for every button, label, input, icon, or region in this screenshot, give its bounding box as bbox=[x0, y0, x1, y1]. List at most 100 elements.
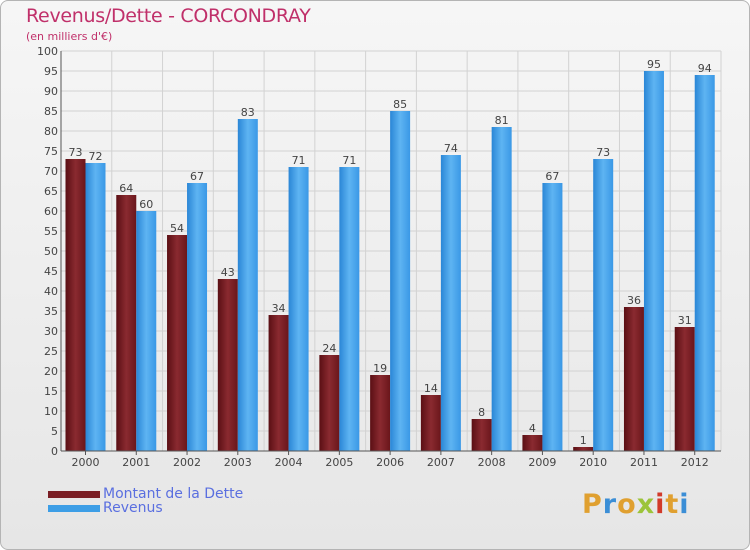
bar-debt-2000 bbox=[65, 159, 86, 451]
bar-revenue-2008 bbox=[491, 127, 512, 451]
legend-swatch-revenue bbox=[48, 505, 100, 512]
data-label-debt: 54 bbox=[170, 222, 184, 235]
y-tick-label: 20 bbox=[44, 365, 58, 378]
y-tick-label: 15 bbox=[44, 385, 58, 398]
chart-title: Revenus/Dette - CORCONDRAY bbox=[26, 5, 311, 27]
data-label-debt: 1 bbox=[580, 434, 587, 447]
bar-debt-2011 bbox=[623, 307, 644, 451]
x-tick-label: 2001 bbox=[122, 456, 150, 469]
data-label-revenue: 95 bbox=[647, 58, 661, 71]
bar-revenue-2010 bbox=[593, 159, 614, 451]
bar-revenue-2001 bbox=[136, 211, 157, 451]
y-tick-label: 80 bbox=[44, 125, 58, 138]
data-label-revenue: 67 bbox=[190, 170, 204, 183]
x-tick-label: 2000 bbox=[72, 456, 100, 469]
bar-debt-2006 bbox=[370, 375, 391, 451]
legend-swatch-debt bbox=[48, 491, 100, 498]
bar-revenue-2000 bbox=[85, 163, 106, 451]
data-label-revenue: 81 bbox=[495, 114, 509, 127]
logo-letter: o bbox=[617, 489, 637, 520]
y-tick-label: 70 bbox=[44, 165, 58, 178]
x-tick-label: 2006 bbox=[376, 456, 404, 469]
y-tick-label: 10 bbox=[44, 405, 58, 418]
bar-revenue-2003 bbox=[237, 119, 258, 451]
logo-letter: x bbox=[636, 489, 656, 520]
data-label-debt: 8 bbox=[478, 406, 485, 419]
logo-letter: t bbox=[665, 489, 680, 520]
bar-debt-2004 bbox=[268, 315, 289, 451]
data-label-revenue: 71 bbox=[292, 154, 306, 167]
y-tick-label: 40 bbox=[44, 285, 58, 298]
x-tick-label: 2012 bbox=[681, 456, 709, 469]
chart-subtitle: (en milliers d'€) bbox=[26, 30, 113, 43]
bar-debt-2009 bbox=[522, 435, 543, 451]
data-label-revenue: 85 bbox=[393, 98, 407, 111]
y-tick-label: 90 bbox=[44, 85, 58, 98]
data-label-revenue: 74 bbox=[444, 142, 458, 155]
bar-debt-2007 bbox=[420, 395, 441, 451]
y-tick-label: 65 bbox=[44, 185, 58, 198]
y-tick-label: 45 bbox=[44, 265, 58, 278]
logo-letter: i bbox=[679, 489, 690, 520]
x-tick-label: 2008 bbox=[478, 456, 506, 469]
data-label-debt: 73 bbox=[69, 146, 83, 159]
data-label-debt: 4 bbox=[529, 422, 536, 435]
bar-revenue-2005 bbox=[339, 167, 360, 451]
data-label-debt: 14 bbox=[424, 382, 438, 395]
x-tick-label: 2010 bbox=[579, 456, 607, 469]
data-label-revenue: 94 bbox=[698, 62, 712, 75]
bar-revenue-2007 bbox=[440, 155, 461, 451]
bars bbox=[65, 71, 715, 451]
data-label-revenue: 83 bbox=[241, 106, 255, 119]
data-label-debt: 64 bbox=[119, 182, 133, 195]
bar-revenue-2006 bbox=[390, 111, 411, 451]
y-axis-ticks: 0 5 10 15 20 25 30 35 40 45 50 55 60 65 70 75 80 85 90 95 10… bbox=[37, 45, 58, 458]
axes bbox=[60, 51, 721, 452]
legend-label-debt: Montant de la Dette bbox=[103, 486, 244, 502]
y-tick-label: 35 bbox=[44, 305, 58, 318]
legend-item-debt: Montant de la Dette bbox=[48, 486, 244, 502]
data-label-revenue: 71 bbox=[342, 154, 356, 167]
bar-revenue-2002 bbox=[187, 183, 208, 451]
bar-revenue-2012 bbox=[694, 75, 715, 451]
x-tick-label: 2009 bbox=[528, 456, 556, 469]
x-tick-label: 2011 bbox=[630, 456, 658, 469]
bar-revenue-2011 bbox=[643, 71, 664, 451]
x-tick-label: 2003 bbox=[224, 456, 252, 469]
data-label-debt: 19 bbox=[373, 362, 387, 375]
bar-debt-2008 bbox=[471, 419, 492, 451]
legend-item-revenue: Revenus bbox=[48, 500, 163, 516]
data-label-debt: 31 bbox=[678, 314, 692, 327]
x-tick-label: 2004 bbox=[275, 456, 303, 469]
logo-letter: P bbox=[582, 489, 603, 520]
y-tick-label: 50 bbox=[44, 245, 58, 258]
y-tick-label: 55 bbox=[44, 225, 58, 238]
logo-letter: r bbox=[602, 489, 618, 520]
data-label-debt: 34 bbox=[272, 302, 286, 315]
y-tick-label: 0 bbox=[51, 445, 58, 458]
data-label-revenue: 72 bbox=[89, 150, 103, 163]
bar-debt-2012 bbox=[674, 327, 695, 451]
bar-debt-2001 bbox=[116, 195, 137, 451]
y-tick-label: 60 bbox=[44, 205, 58, 218]
y-tick-label: 75 bbox=[44, 145, 58, 158]
data-label-debt: 36 bbox=[627, 294, 641, 307]
y-tick-label: 5 bbox=[51, 425, 58, 438]
y-tick-label: 100 bbox=[37, 45, 58, 58]
bar-revenue-2009 bbox=[542, 183, 563, 451]
y-tick-label: 85 bbox=[44, 105, 58, 118]
bar-debt-2010 bbox=[573, 447, 594, 451]
bar-debt-2003 bbox=[217, 279, 238, 451]
legend-label-revenue: Revenus bbox=[103, 500, 163, 516]
data-label-debt: 24 bbox=[322, 342, 336, 355]
bar-revenue-2004 bbox=[288, 167, 309, 451]
logo-letter: i bbox=[655, 489, 666, 520]
data-label-revenue: 60 bbox=[139, 198, 153, 211]
y-tick-label: 30 bbox=[44, 325, 58, 338]
y-tick-label: 25 bbox=[44, 345, 58, 358]
proxiti-logo: Proxiti bbox=[582, 489, 690, 520]
data-label-revenue: 73 bbox=[596, 146, 610, 159]
x-tick-label: 2007 bbox=[427, 456, 455, 469]
